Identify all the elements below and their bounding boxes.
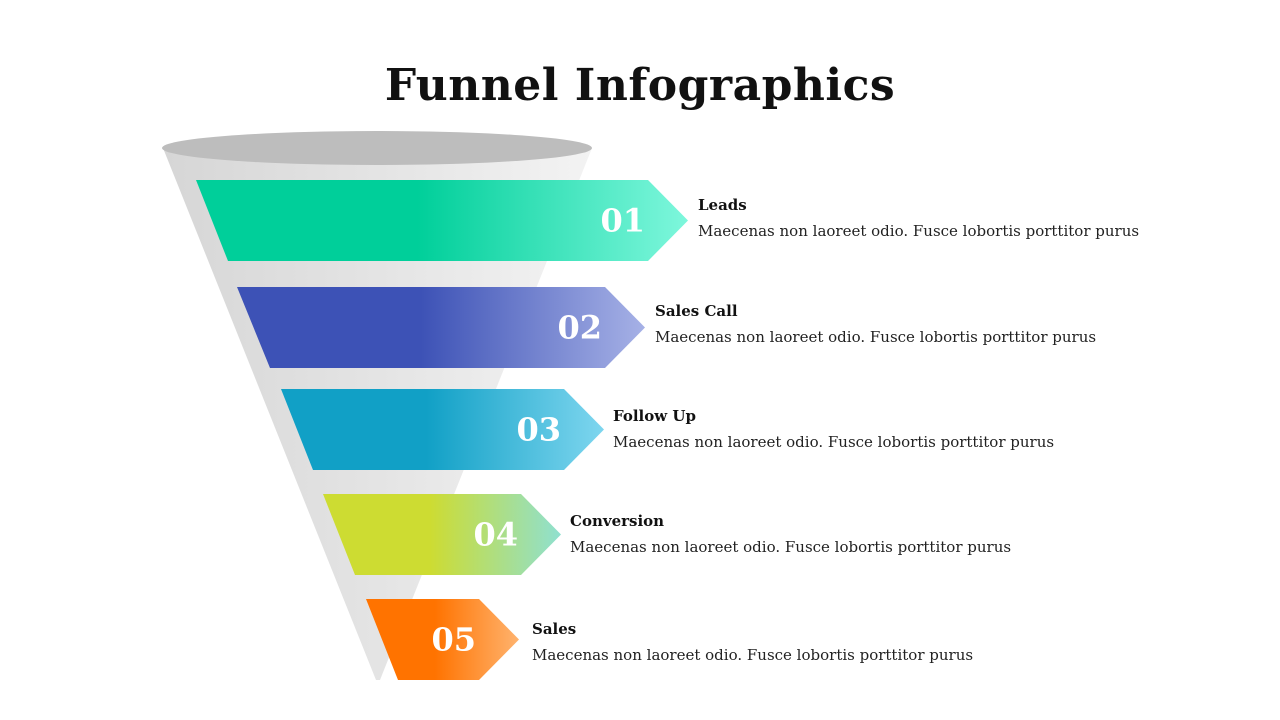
stage-text-05: Sales Maecenas non laoreet odio. Fusce lo… xyxy=(532,620,1092,664)
funnel-band-03 xyxy=(281,389,604,470)
stage-text-04: Conversion Maecenas non laoreet odio. Fus… xyxy=(570,512,1130,556)
stage-description: Maecenas non laoreet odio. Fusce loborti… xyxy=(570,538,1012,556)
stage-number-05: 05 xyxy=(431,621,476,659)
stage-title: Conversion xyxy=(570,512,665,530)
funnel-rim xyxy=(162,131,592,165)
page-title: Funnel Infographics xyxy=(384,60,896,111)
stage-number-04: 04 xyxy=(473,516,518,554)
funnel-band-02 xyxy=(237,287,645,368)
stage-number-02: 02 xyxy=(557,309,602,347)
stage-title: Leads xyxy=(698,196,747,214)
stage-description: Maecenas non laoreet odio. Fusce loborti… xyxy=(655,328,1097,346)
stage-description: Maecenas non laoreet odio. Fusce loborti… xyxy=(613,433,1055,451)
stage-text-03: Follow Up Maecenas non laoreet odio. Fusc… xyxy=(613,407,1173,451)
funnel-band-01 xyxy=(196,180,688,261)
stage-title: Sales xyxy=(532,620,577,638)
stage-text-02: Sales Call Maecenas non laoreet odio. Fus… xyxy=(655,302,1215,346)
stage-description: Maecenas non laoreet odio. Fusce loborti… xyxy=(532,646,974,664)
funnel-band-04 xyxy=(323,494,561,575)
funnel-band-05 xyxy=(366,599,519,680)
stage-text-01: Leads Maecenas non laoreet odio. Fusce lo… xyxy=(698,196,1258,240)
stage-number-03: 03 xyxy=(516,411,561,449)
stage-description: Maecenas non laoreet odio. Fusce loborti… xyxy=(698,222,1140,240)
stage-title: Sales Call xyxy=(655,302,738,320)
stage-number-01: 01 xyxy=(600,202,645,240)
stage-title: Follow Up xyxy=(613,407,696,425)
